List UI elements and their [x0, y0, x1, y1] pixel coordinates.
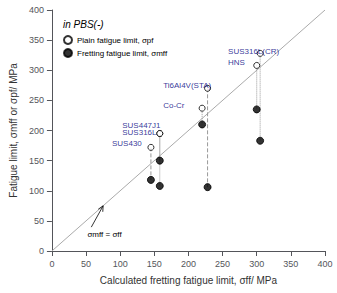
svg-text:0: 0 [39, 246, 44, 256]
svg-text:Calculated fretting fatigue li: Calculated fretting fatigue limit, σff/ … [100, 275, 278, 286]
svg-text:0: 0 [49, 259, 54, 269]
svg-text:400: 400 [317, 259, 332, 269]
svg-text:SUS430: SUS430 [112, 139, 142, 148]
svg-text:σmff = σff: σmff = σff [87, 230, 122, 239]
svg-text:100: 100 [29, 186, 44, 196]
svg-text:Fatigue limit, σmff or σpf/ MP: Fatigue limit, σmff or σpf/ MPa [8, 63, 19, 198]
svg-text:Co-Cr: Co-Cr [163, 101, 185, 110]
svg-text:200: 200 [29, 126, 44, 136]
svg-text:in PBS(-): in PBS(-) [63, 19, 104, 30]
svg-text:SUS447J1: SUS447J1 [122, 121, 161, 130]
svg-text:150: 150 [29, 156, 44, 166]
svg-text:HNS: HNS [228, 58, 245, 67]
svg-text:150: 150 [147, 259, 162, 269]
svg-text:Fretting fatigue limit, σmff: Fretting fatigue limit, σmff [77, 49, 168, 58]
svg-text:50: 50 [34, 216, 44, 226]
svg-text:200: 200 [181, 259, 196, 269]
svg-text:250: 250 [29, 95, 44, 105]
svg-text:250: 250 [215, 259, 230, 269]
svg-text:350: 350 [29, 35, 44, 45]
svg-text:400: 400 [29, 5, 44, 15]
svg-text:SUS316L(CR): SUS316L(CR) [228, 47, 279, 56]
svg-text:50: 50 [81, 259, 91, 269]
svg-text:SUS316L: SUS316L [122, 128, 157, 137]
svg-text:350: 350 [283, 259, 298, 269]
svg-text:Plain fatigue limit, σpf: Plain fatigue limit, σpf [77, 36, 154, 45]
svg-text:300: 300 [29, 65, 44, 75]
svg-text:100: 100 [113, 259, 128, 269]
svg-text:300: 300 [249, 259, 264, 269]
svg-text:Ti6Al4V(STA): Ti6Al4V(STA) [163, 81, 211, 90]
